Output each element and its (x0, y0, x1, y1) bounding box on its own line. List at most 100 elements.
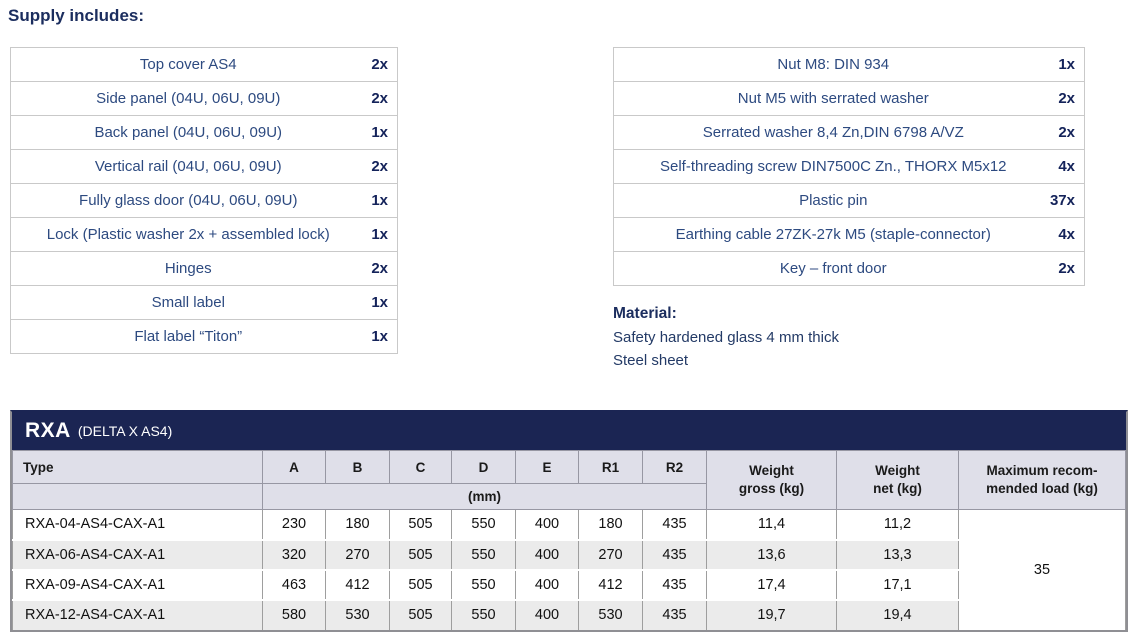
cell-dim-c: 505 (389, 538, 452, 570)
supply-row: Hinges 2x (10, 251, 398, 286)
header-type-spacer (12, 483, 263, 510)
header-dim-e: E (515, 450, 579, 484)
item-qty: 2x (361, 149, 398, 184)
supply-row: Flat label “Titon” 1x (10, 319, 398, 354)
item-qty: 1x (361, 217, 398, 252)
header-weight-net: Weight net (kg) (836, 450, 959, 510)
spec-table: Type A B C D E R1 R2 Weight gross (kg) W… (12, 450, 1126, 630)
cell-weight-net: 11,2 (836, 509, 959, 540)
cell-dim-a: 580 (262, 598, 326, 630)
cell-type: RXA-12-AS4-CAX-A1 (12, 598, 263, 630)
supply-row: Side panel (04U, 06U, 09U) 2x (10, 81, 398, 116)
header-dim-r1: R1 (578, 450, 643, 484)
header-dim-c: C (389, 450, 452, 484)
supply-row: Lock (Plastic washer 2x + assembled lock… (10, 217, 398, 252)
header-unit: (mm) (262, 483, 707, 510)
supply-row: Fully glass door (04U, 06U, 09U) 1x (10, 183, 398, 218)
spec-row: RXA-12-AS4-CAX-A1 580 530 505 550 400 53… (12, 598, 1126, 630)
material-line: Steel sheet (613, 352, 689, 369)
supply-table-left: Top cover AS4 2x Side panel (04U, 06U, 0… (10, 47, 398, 354)
item-label: Self-threading screw DIN7500C Zn., THORX… (613, 149, 1049, 184)
item-label: Small label (10, 285, 362, 320)
item-qty: 2x (1048, 251, 1085, 286)
header-dim-b: B (325, 450, 390, 484)
item-label: Earthing cable 27ZK-27k M5 (staple-conne… (613, 217, 1049, 252)
item-label: Key – front door (613, 251, 1049, 286)
spec-section: RXA (DELTA X AS4) Type A B C D E R1 R2 (10, 410, 1128, 632)
cell-dim-c: 505 (389, 598, 452, 630)
cell-dim-d: 550 (451, 538, 516, 570)
header-dim-r2: R2 (642, 450, 707, 484)
item-label: Serrated washer 8,4 Zn,DIN 6798 A/VZ (613, 115, 1049, 150)
supply-row: Plastic pin 37x (613, 183, 1085, 218)
supply-row: Vertical rail (04U, 06U, 09U) 2x (10, 149, 398, 184)
cell-dim-r2: 435 (642, 598, 707, 630)
item-label: Nut M8: DIN 934 (777, 56, 890, 73)
item-qty: 4x (1048, 217, 1085, 252)
item-qty: 2x (371, 56, 388, 73)
item-qty: 2x (361, 81, 398, 116)
cell-weight-gross: 11,4 (706, 509, 837, 540)
item-qty: 4x (1048, 149, 1085, 184)
cell-type: RXA-04-AS4-CAX-A1 (12, 509, 263, 540)
cell-weight-gross: 13,6 (706, 538, 837, 570)
cell-dim-d: 550 (451, 568, 516, 600)
cell-weight-gross: 17,4 (706, 568, 837, 600)
item-qty: 1x (361, 115, 398, 150)
spec-row: RXA-04-AS4-CAX-A1 230 180 505 550 400 18… (12, 509, 1126, 630)
cell-dim-e: 400 (515, 568, 579, 600)
cell-dim-r1: 530 (578, 598, 643, 630)
supply-row: Back panel (04U, 06U, 09U) 1x (10, 115, 398, 150)
item-label: Hinges (10, 251, 362, 286)
item-label: Fully glass door (04U, 06U, 09U) (10, 183, 362, 218)
cell-weight-net: 17,1 (836, 568, 959, 600)
cell-weight-net: 19,4 (836, 598, 959, 630)
material-title: Material: (613, 305, 677, 322)
cell-dim-r2: 435 (642, 568, 707, 600)
supply-row: Earthing cable 27ZK-27k M5 (staple-conne… (613, 217, 1085, 252)
cell-dim-r2: 435 (642, 509, 707, 540)
cell-dim-a: 463 (262, 568, 326, 600)
item-qty: 37x (1048, 183, 1085, 218)
supply-row: Nut M8: DIN 934 1x (614, 48, 1085, 82)
cell-weight-net: 13,3 (836, 538, 959, 570)
item-label: Plastic pin (613, 183, 1049, 218)
spec-title: RXA (25, 419, 71, 442)
spec-unit-row: (mm) (12, 483, 1126, 510)
cell-dim-a: 230 (262, 509, 326, 540)
item-label: Side panel (04U, 06U, 09U) (10, 81, 362, 116)
item-label: Top cover AS4 (139, 56, 237, 73)
cell-dim-r1: 180 (578, 509, 643, 540)
item-qty: 2x (361, 251, 398, 286)
cell-weight-gross: 19,7 (706, 598, 837, 630)
supply-row: Top cover AS4 2x (11, 48, 398, 82)
header-type: Type (12, 450, 263, 484)
item-label: Flat label “Titon” (10, 319, 362, 354)
cell-type: RXA-09-AS4-CAX-A1 (12, 568, 263, 600)
cell-dim-e: 400 (515, 538, 579, 570)
supply-row: Serrated washer 8,4 Zn,DIN 6798 A/VZ 2x (613, 115, 1085, 150)
cell-dim-b: 412 (325, 568, 390, 600)
cell-dim-r1: 412 (578, 568, 643, 600)
material-line: Safety hardened glass 4 mm thick (613, 329, 839, 346)
item-label: Nut M5 with serrated washer (613, 81, 1049, 116)
header-max-load: Maximum recom- mended load (kg) (958, 450, 1126, 510)
item-qty: 1x (361, 183, 398, 218)
page-title: Supply includes: (8, 6, 145, 25)
spec-row: RXA-06-AS4-CAX-A1 320 270 505 550 400 27… (12, 538, 1126, 570)
cell-max-load: 35 (958, 509, 1126, 630)
supply-row: Nut M5 with serrated washer 2x (613, 81, 1085, 116)
header-weight-gross: Weight gross (kg) (706, 450, 837, 510)
spec-subtitle: (DELTA X AS4) (77, 423, 173, 439)
supply-row: Key – front door 2x (613, 251, 1085, 286)
cell-dim-b: 530 (325, 598, 390, 630)
cell-type: RXA-06-AS4-CAX-A1 (12, 538, 263, 570)
supply-row: Self-threading screw DIN7500C Zn., THORX… (613, 149, 1085, 184)
cell-dim-b: 270 (325, 538, 390, 570)
item-qty: 2x (1048, 81, 1085, 116)
spec-title-bar: RXA (DELTA X AS4) (12, 412, 1126, 450)
item-qty: 1x (361, 319, 398, 354)
cell-dim-r2: 435 (642, 538, 707, 570)
cell-dim-b: 180 (325, 509, 390, 540)
item-label: Back panel (04U, 06U, 09U) (10, 115, 362, 150)
